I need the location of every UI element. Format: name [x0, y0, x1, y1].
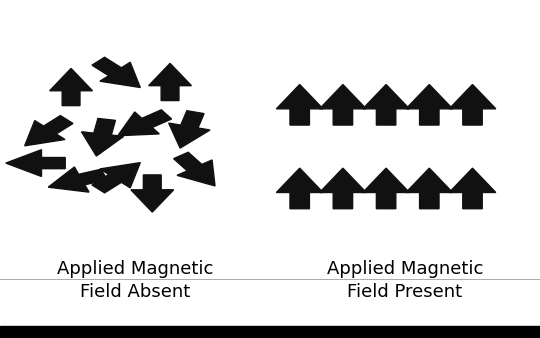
FancyArrow shape — [92, 163, 140, 193]
FancyArrow shape — [148, 64, 191, 101]
FancyArrow shape — [131, 175, 174, 212]
FancyArrow shape — [92, 57, 140, 88]
FancyArrow shape — [363, 84, 409, 125]
FancyArrow shape — [276, 168, 323, 209]
Text: Applied Magnetic
Field Absent: Applied Magnetic Field Absent — [57, 260, 213, 301]
FancyArrow shape — [406, 84, 453, 125]
FancyArrow shape — [25, 116, 73, 146]
FancyArrow shape — [118, 110, 172, 136]
FancyArrow shape — [276, 84, 323, 125]
FancyArrow shape — [6, 150, 65, 176]
FancyArrow shape — [320, 168, 366, 209]
FancyArrow shape — [449, 168, 496, 209]
FancyArrow shape — [449, 84, 496, 125]
FancyArrow shape — [50, 69, 92, 106]
Bar — [0, 326, 540, 338]
FancyArrow shape — [320, 84, 366, 125]
FancyArrow shape — [363, 168, 409, 209]
FancyArrow shape — [174, 152, 215, 186]
FancyArrow shape — [406, 168, 453, 209]
FancyArrow shape — [82, 118, 124, 156]
FancyArrow shape — [168, 111, 210, 148]
FancyArrow shape — [48, 167, 107, 192]
Text: Applied Magnetic
Field Present: Applied Magnetic Field Present — [327, 260, 483, 301]
